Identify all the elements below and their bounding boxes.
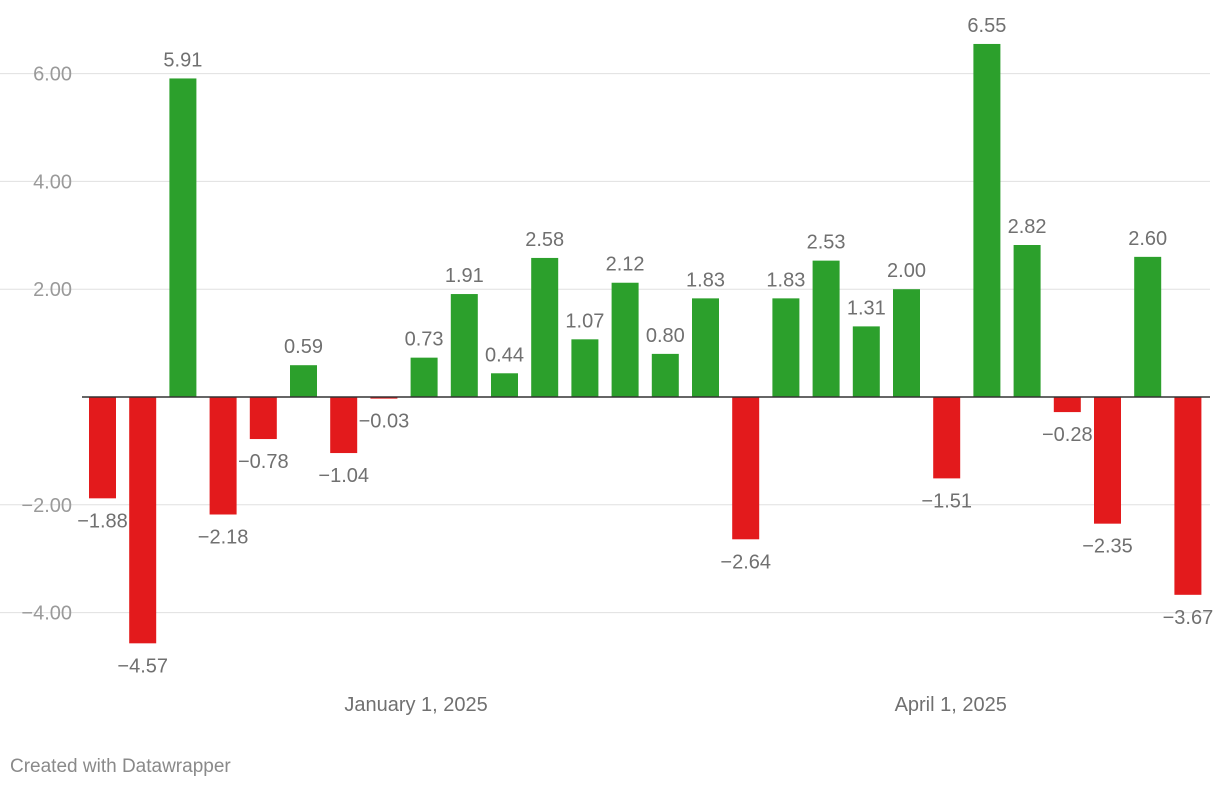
data-label: 2.60 xyxy=(1128,228,1167,250)
data-label: 5.91 xyxy=(163,49,202,71)
data-label: 0.80 xyxy=(646,325,685,347)
data-label: 6.55 xyxy=(967,15,1006,37)
bar xyxy=(209,397,237,515)
data-label: 1.83 xyxy=(686,269,725,291)
footer-credit: Created with Datawrapper xyxy=(10,756,231,777)
x-axis-ticks: January 1, 2025 April 1, 2025 xyxy=(344,694,1007,716)
data-label: −0.28 xyxy=(1042,424,1093,446)
data-label: 0.59 xyxy=(284,336,323,358)
y-tick-label: 4.00 xyxy=(33,171,72,193)
bar xyxy=(933,397,961,479)
gridlines xyxy=(0,73,1210,614)
bar xyxy=(330,397,358,454)
data-label: 0.44 xyxy=(485,344,524,366)
bars xyxy=(89,43,1202,644)
bar xyxy=(1174,397,1202,595)
y-tick-label: −2.00 xyxy=(21,495,72,517)
bar xyxy=(973,43,1001,397)
bar xyxy=(531,257,559,397)
data-label: −3.67 xyxy=(1163,607,1214,629)
y-axis-ticks: 6.00 4.00 2.00 −2.00 −4.00 xyxy=(21,64,72,625)
bar-chart: 6.00 4.00 2.00 −2.00 −4.00 −1.88 −4.57 5.91 −2.… xyxy=(0,15,1213,716)
data-label: −2.35 xyxy=(1082,536,1133,558)
data-label: −1.88 xyxy=(77,510,128,532)
value-labels: −1.88 −4.57 5.91 −2.18 −0.78 0.59 −1.04 −0.03 0.… xyxy=(77,15,1213,677)
data-label: 2.53 xyxy=(807,232,846,254)
bar xyxy=(370,397,398,399)
bar xyxy=(1013,245,1041,397)
bar xyxy=(812,260,840,397)
data-label: −2.18 xyxy=(198,527,249,549)
bar xyxy=(450,294,478,397)
data-label: 1.07 xyxy=(565,310,604,332)
data-label: 2.82 xyxy=(1008,216,1047,238)
data-label: −2.64 xyxy=(720,551,771,573)
y-tick-label: 2.00 xyxy=(33,279,72,301)
bar xyxy=(651,353,679,397)
data-label: 1.83 xyxy=(766,269,805,291)
bar xyxy=(410,357,438,397)
data-label: −1.51 xyxy=(921,490,972,512)
bar xyxy=(571,339,599,397)
x-tick-label: April 1, 2025 xyxy=(895,694,1007,716)
data-label: 2.12 xyxy=(606,254,645,276)
data-label: −0.03 xyxy=(359,411,410,433)
bar xyxy=(732,397,760,540)
bar xyxy=(1134,256,1162,397)
bar xyxy=(491,373,518,397)
bar xyxy=(129,397,157,644)
data-label: 2.00 xyxy=(887,260,926,282)
data-label: 0.73 xyxy=(405,329,444,351)
data-label: 1.91 xyxy=(445,265,484,287)
bar xyxy=(1094,397,1121,524)
bar xyxy=(852,326,880,397)
y-tick-label: −4.00 xyxy=(21,603,72,625)
data-label: 1.31 xyxy=(847,297,886,319)
x-tick-label: January 1, 2025 xyxy=(344,694,487,716)
data-label: −4.57 xyxy=(117,655,168,677)
data-label: −1.04 xyxy=(318,465,369,487)
bar xyxy=(1053,397,1081,413)
bar xyxy=(169,78,197,398)
bar xyxy=(692,298,719,397)
bar xyxy=(772,298,800,397)
bar xyxy=(249,397,277,440)
bar xyxy=(290,365,317,397)
bar xyxy=(611,282,639,397)
y-tick-label: 6.00 xyxy=(33,64,72,86)
data-label: −0.78 xyxy=(238,451,289,473)
data-label: 2.58 xyxy=(525,229,564,251)
bar xyxy=(893,289,920,397)
bar xyxy=(89,397,116,499)
